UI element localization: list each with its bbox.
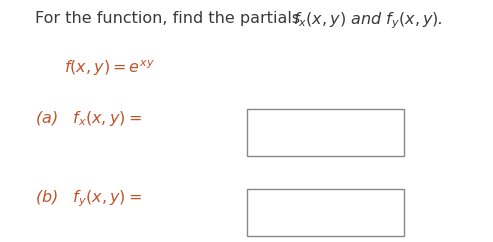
Text: $f(x, y) = e^{xy}$: $f(x, y) = e^{xy}$	[64, 58, 155, 78]
Text: $f_x(x, y)$ and $f_y(x, y)$.: $f_x(x, y)$ and $f_y(x, y)$.	[293, 11, 443, 31]
Text: (b)   $f_y(x, y) =$: (b) $f_y(x, y) =$	[35, 189, 141, 209]
Text: (a)   $f_x(x, y) =$: (a) $f_x(x, y) =$	[35, 109, 141, 128]
Text: For the function, find the partials: For the function, find the partials	[35, 11, 305, 26]
FancyBboxPatch shape	[246, 189, 404, 236]
FancyBboxPatch shape	[246, 109, 404, 156]
